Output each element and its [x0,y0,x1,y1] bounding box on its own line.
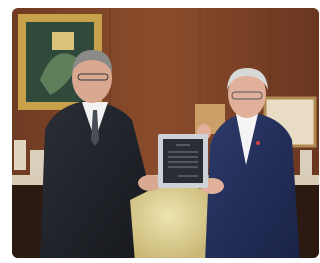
ornament [300,150,312,175]
ornament [14,140,26,170]
chair [125,185,212,262]
page [0,0,319,263]
photo [0,0,319,263]
ornament [30,150,44,175]
painting-detail [52,32,74,50]
scene [0,0,319,263]
lapel-pin [256,141,260,145]
